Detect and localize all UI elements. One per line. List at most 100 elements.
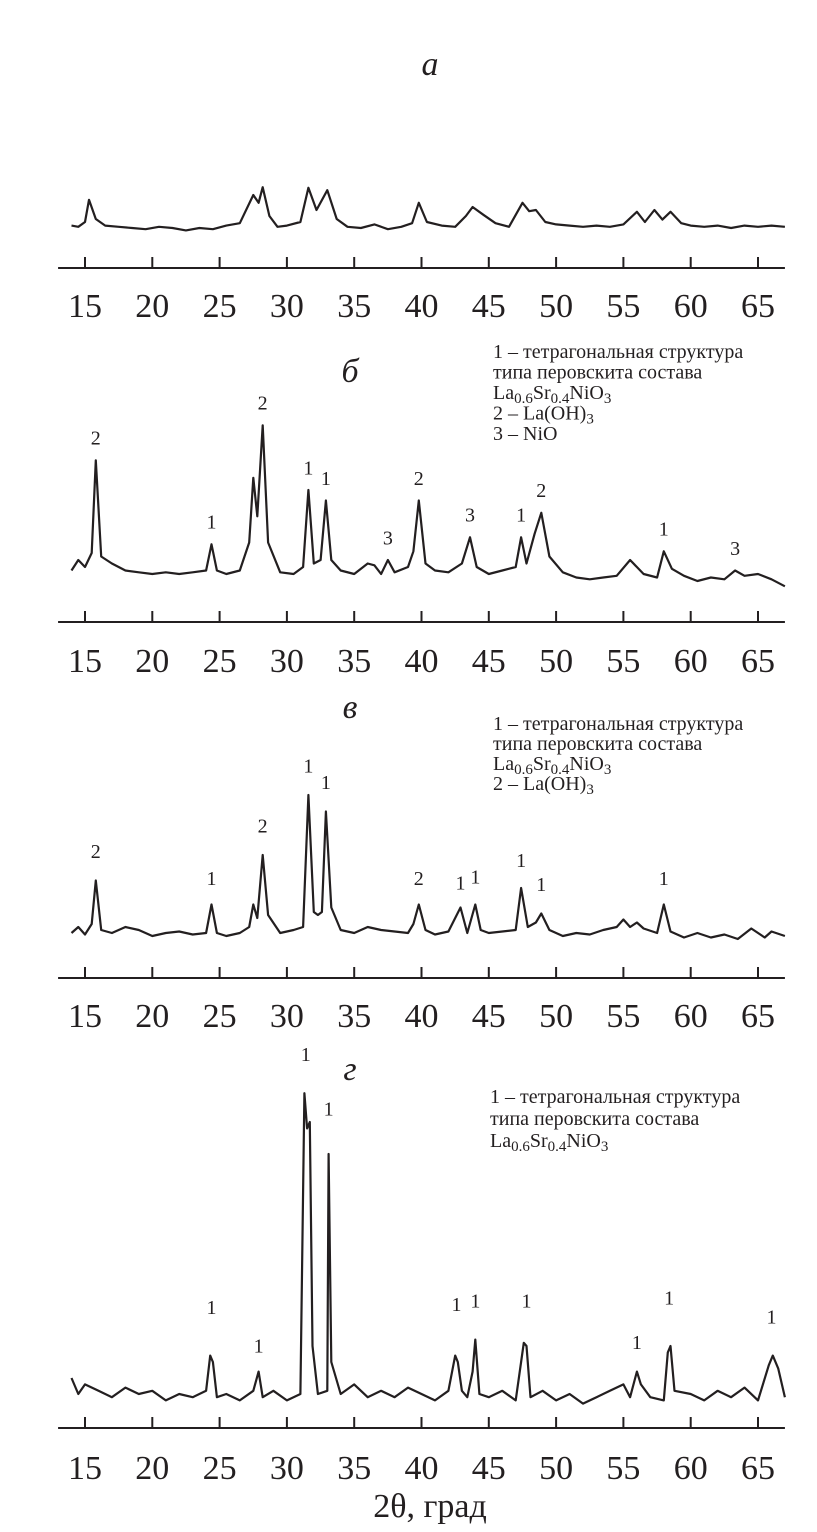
diffraction-trace [71,186,785,232]
peak-label: 2 [91,428,101,450]
legend-line: 3 – NiO [493,423,557,445]
legend-segment: 0.6 [511,1139,530,1155]
panel-title: г [343,1051,356,1088]
legend-segment: 3 [604,762,612,778]
legend-segment: Sr [530,1130,548,1152]
x-tick-label: 45 [472,288,506,325]
x-tick-label: 60 [674,1450,708,1487]
x-tick-label: 60 [674,643,708,680]
legend-segment: 3 [601,1139,609,1155]
peak-label: 2 [414,868,424,890]
legend-segment: 1 – тетрагональная структура [493,341,743,363]
x-tick-label: 35 [337,998,371,1035]
legend-segment: 3 [586,412,594,428]
peak-label: 1 [659,519,669,541]
peak-label: 1 [254,1335,264,1357]
peak-label: 2 [258,393,268,415]
peak-label: 1 [303,756,313,778]
x-tick-label: 15 [68,288,102,325]
peak-label: 2 [258,816,268,838]
legend-segment: La [493,382,514,404]
legend-line: типа перовскита состава [493,733,702,755]
peak-label: 1 [324,1099,334,1121]
x-tick-label: 20 [135,643,169,680]
x-tick-label: 40 [405,288,439,325]
legend-segment: NiO [569,382,603,404]
x-tick-label: 60 [674,288,708,325]
peak-label: 2 [536,480,546,502]
legend-segment: 0.4 [551,391,570,407]
x-tick-label: 30 [270,998,304,1035]
legend-segment: 3 [604,391,612,407]
peak-label: 1 [664,1287,674,1309]
legend-segment: 3 – NiO [493,423,557,445]
legend-segment: 1 – тетрагональная структура [490,1086,740,1108]
peak-label: 1 [207,1297,217,1319]
legend-segment: 0.4 [551,762,570,778]
peak-label: 1 [632,1332,642,1354]
x-tick-label: 65 [741,998,775,1035]
peak-label: 1 [321,468,331,490]
x-tick-label: 15 [68,643,102,680]
legend-line: 1 – тетрагональная структура [493,341,743,363]
legend-line: типа перовскита состава [493,362,702,384]
x-tick-label: 55 [606,643,640,680]
x-tick-label: 55 [606,1450,640,1487]
legend-segment: Sr [533,753,551,775]
peak-label: 1 [301,1044,311,1066]
peak-label: 1 [536,874,546,896]
panel-title: в [343,689,358,726]
x-tick-label: 20 [135,288,169,325]
peak-label: 2 [91,841,101,863]
legend-segment: 3 [586,782,594,798]
peak-label: 1 [659,868,669,890]
x-axis-label: 2θ, град [373,1488,487,1525]
x-tick-label: 40 [405,643,439,680]
peak-label: 1 [470,1291,480,1313]
legend-segment: La [490,1130,511,1152]
x-tick-label: 35 [337,1450,371,1487]
legend-line: 2 – La(OH)3 [493,403,594,428]
peak-label: 3 [465,505,475,527]
x-tick-label: 45 [472,998,506,1035]
panel-title: а [422,46,439,83]
x-tick-label: 15 [68,1450,102,1487]
x-tick-label: 20 [135,998,169,1035]
x-tick-label: 25 [203,643,237,680]
peak-label: 3 [730,538,740,560]
legend-segment: типа перовскита состава [493,362,702,384]
x-tick-label: 25 [203,1450,237,1487]
x-tick-label: 25 [203,998,237,1035]
peak-label: 1 [470,867,480,889]
x-tick-label: 45 [472,1450,506,1487]
x-tick-label: 65 [741,643,775,680]
peak-label: 1 [516,850,526,872]
legend-line: La0.6Sr0.4NiO3 [490,1130,608,1155]
peak-label: 1 [321,772,331,794]
x-tick-label: 15 [68,998,102,1035]
panel-title: б [341,353,360,390]
x-tick-label: 35 [337,288,371,325]
legend-segment: NiO [569,753,603,775]
peak-label: 2 [414,468,424,490]
x-tick-label: 65 [741,1450,775,1487]
legend-line: типа перовскита состава [490,1108,699,1130]
x-tick-label: 30 [270,1450,304,1487]
legend-segment: La [493,753,514,775]
legend-segment: 2 – La(OH) [493,403,586,425]
diffraction-trace [70,793,786,941]
diffraction-trace [70,424,786,588]
legend-segment: 0.6 [514,762,533,778]
legend-segment: 0.4 [548,1139,567,1155]
legend-segment: 2 – La(OH) [493,773,586,795]
diffraction-trace [70,1092,786,1405]
legend-segment: Sr [533,382,551,404]
x-tick-label: 25 [203,288,237,325]
legend-line: 1 – тетрагональная структура [490,1086,740,1108]
peak-label: 1 [456,873,466,895]
legend-line: 1 – тетрагональная структура [493,713,743,735]
peak-label: 3 [383,527,393,549]
legend-line: 2 – La(OH)3 [493,773,594,798]
legend-segment: 0.6 [514,391,533,407]
x-tick-label: 35 [337,643,371,680]
